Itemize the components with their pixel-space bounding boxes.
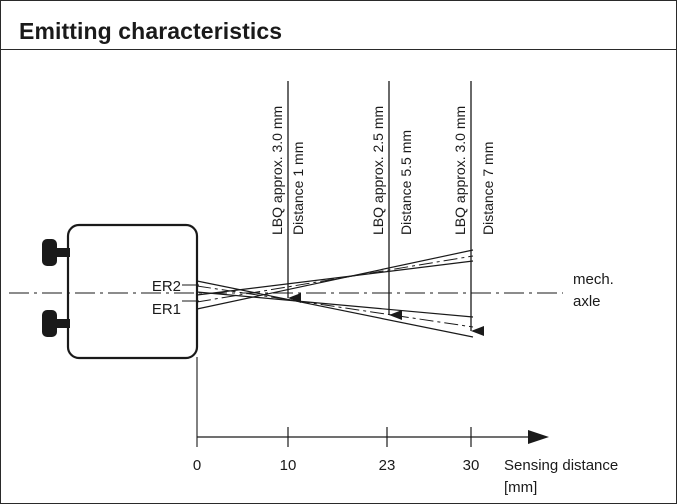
- sensor-housing: [66, 223, 199, 360]
- scale-tick-10: 10: [280, 457, 297, 474]
- connector-bottom-icon: [42, 310, 70, 337]
- callout-1-distance: Distance 1 mm: [290, 142, 306, 235]
- connector-top-icon: [42, 239, 70, 266]
- scale-label-line1: Sensing distance: [504, 457, 618, 474]
- callout-2-lbq: LBQ approx. 2.5 mm: [370, 106, 386, 235]
- callout-3-lbq: LBQ approx. 3.0 mm: [452, 106, 468, 235]
- distance-scale: [197, 427, 549, 447]
- callout-1-lbq: LBQ approx. 3.0 mm: [269, 106, 285, 235]
- beam-er2: [196, 280, 474, 338]
- scale-label-line2: [mm]: [504, 479, 537, 496]
- axle-label-line2: axle: [573, 293, 601, 310]
- callout-3-distance: Distance 7 mm: [480, 142, 496, 235]
- axle-label-line1: mech.: [573, 271, 614, 288]
- er1-label: ER1: [152, 301, 181, 318]
- scale-tick-0: 0: [193, 457, 201, 474]
- beam-er1: [196, 249, 474, 310]
- page-title: Emitting characteristics: [19, 18, 283, 44]
- er2-label: ER2: [152, 278, 181, 295]
- callout-2-distance: Distance 5.5 mm: [398, 130, 414, 235]
- scale-tick-30: 30: [463, 457, 480, 474]
- title-bar: Emitting characteristics: [1, 1, 676, 50]
- scale-tick-23: 23: [379, 457, 396, 474]
